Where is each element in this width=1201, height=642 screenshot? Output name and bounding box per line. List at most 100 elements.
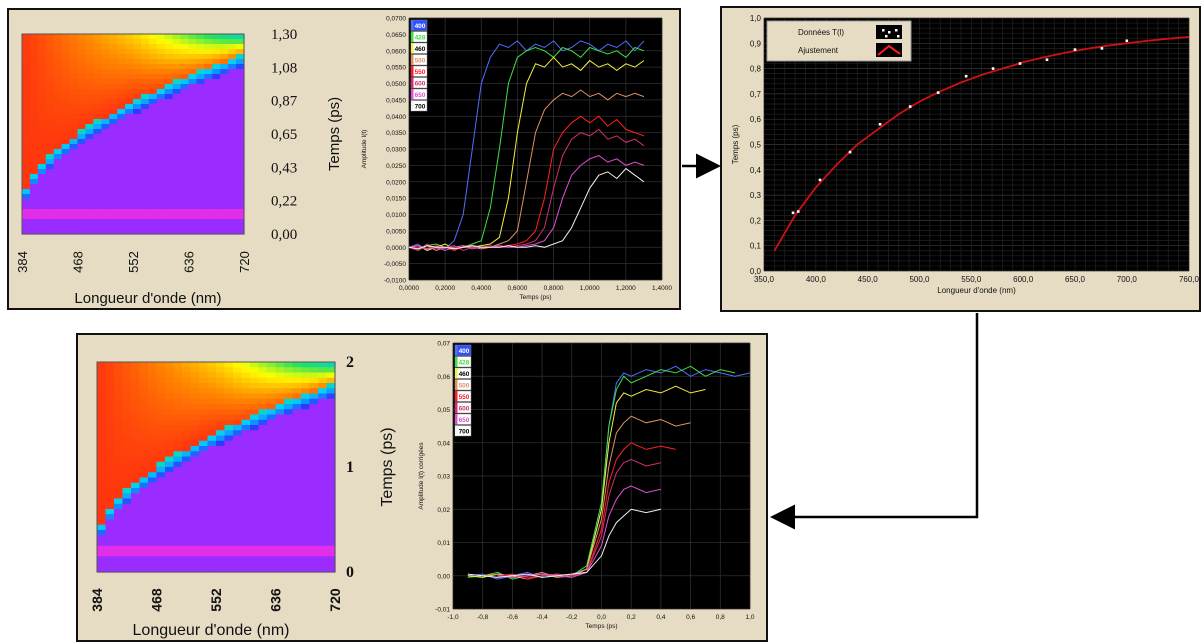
- heatmap-cell: [22, 144, 31, 150]
- heatmap-cell: [85, 154, 94, 160]
- heatmap-cell: [53, 44, 63, 50]
- heatmap-cell: [164, 149, 174, 155]
- heatmap-cell: [37, 94, 47, 100]
- heatmap-cell: [45, 199, 55, 205]
- heatmap-cell: [207, 535, 217, 542]
- heatmap-cell: [122, 503, 132, 510]
- heatmap-cell: [148, 64, 158, 70]
- heatmap-cell: [196, 139, 205, 145]
- heatmap-cell: [275, 477, 285, 484]
- heatmap-cell: [326, 503, 336, 510]
- heatmap-cell: [190, 503, 200, 510]
- heatmap-cell: [173, 362, 183, 368]
- heatmap-cell: [114, 419, 124, 426]
- heatmap-cell: [140, 54, 150, 60]
- heatmap-cell: [220, 84, 229, 90]
- heatmap-cell: [53, 184, 63, 190]
- heatmap-cell: [85, 74, 94, 80]
- heatmap-cell: [267, 530, 277, 536]
- heatmap-cell: [53, 229, 63, 235]
- heatmap-cell: [22, 184, 31, 190]
- heatmap-cell: [140, 114, 150, 120]
- heatmap-cell: [101, 99, 110, 105]
- heatmap-cell: [258, 419, 268, 426]
- heatmap-cell: [233, 461, 243, 468]
- heatmap-cell: [140, 94, 150, 100]
- heatmap-cell: [61, 229, 71, 235]
- heatmap-cell: [233, 419, 243, 426]
- heatmap-cell: [93, 94, 102, 100]
- heatmap-cell: [180, 199, 190, 205]
- heatmap-cell: [148, 174, 158, 180]
- heatmap-cell: [97, 530, 107, 536]
- heatmap-cell: [216, 404, 226, 410]
- heatmap-cell: [204, 139, 213, 145]
- heatmap-cell: [204, 174, 213, 180]
- heatmap-cell: [199, 561, 209, 568]
- heatmap-cell: [133, 189, 142, 195]
- heatmap-cell: [233, 451, 243, 458]
- heatmap-cell: [188, 79, 198, 85]
- heatmap-cell: [148, 435, 158, 442]
- heatmap-cell: [148, 472, 158, 479]
- heatmap-cell: [220, 144, 229, 150]
- heatmap-cell: [125, 209, 134, 215]
- heatmap-cell: [165, 561, 175, 568]
- heatmap-cell: [148, 372, 158, 379]
- heatmap-cell: [109, 204, 118, 210]
- heatmap-cell: [204, 64, 213, 70]
- heatmap-cell: [114, 456, 124, 463]
- heatmap-cell: [196, 39, 205, 45]
- heatmap-cell: [114, 398, 124, 405]
- heatmap-cell: [275, 393, 285, 400]
- heatmap-cell: [233, 493, 243, 500]
- heatmap-cell: [190, 535, 200, 542]
- heatmap-cell: [97, 493, 107, 500]
- y-tick-label: -0,0100: [384, 278, 406, 285]
- heatmap-cell: [173, 514, 183, 521]
- heatmap-cell: [148, 519, 158, 526]
- heatmap-cell: [188, 69, 198, 75]
- heatmap-cell: [37, 124, 47, 130]
- heatmap-cell: [22, 164, 31, 170]
- heatmap-cell: [117, 39, 126, 45]
- heatmap-cell: [133, 99, 142, 105]
- heatmap-cell: [172, 164, 182, 170]
- heatmap-cell: [220, 184, 229, 190]
- heatmap-cell: [156, 104, 166, 110]
- heatmap-cell: [61, 84, 71, 90]
- heatmap-cell: [156, 446, 166, 452]
- heatmap-cell: [97, 388, 107, 395]
- heatmap-cell: [37, 134, 47, 140]
- heatmap-cell: [131, 540, 141, 547]
- heatmap-cell: [224, 388, 234, 395]
- heatmap-cell: [29, 99, 39, 105]
- heatmap-cell: [220, 69, 229, 75]
- heatmap-cell: [101, 229, 110, 235]
- heatmap-cell: [190, 566, 200, 573]
- heatmap-cell: [156, 174, 166, 180]
- heatmap-cell: [148, 414, 158, 421]
- heatmap-cell: [164, 189, 174, 195]
- heatmap-cell: [165, 425, 175, 431]
- y-tick-label: 0,7: [750, 90, 762, 99]
- heatmap-cell: [117, 144, 126, 150]
- heatmap-cell: [22, 179, 31, 185]
- map-x-tick-label: 552: [126, 251, 141, 273]
- heatmap-cell: [220, 149, 229, 155]
- heatmap-cell: [236, 114, 245, 120]
- heatmap-cell: [224, 498, 234, 505]
- heatmap-cell: [69, 219, 79, 225]
- heatmap-cell: [204, 199, 213, 205]
- heatmap-cell: [114, 467, 124, 473]
- heatmap-cell: [131, 372, 141, 379]
- heatmap-cell: [53, 79, 63, 85]
- heatmap-cell: [101, 144, 110, 150]
- heatmap-cell: [156, 414, 166, 421]
- heatmap-cell: [228, 94, 237, 100]
- heatmap-cell: [97, 488, 107, 494]
- heatmap-cell: [228, 214, 237, 220]
- heatmap-cell: [212, 69, 221, 75]
- heatmap-cell: [275, 456, 285, 463]
- heatmap-cell: [156, 362, 166, 368]
